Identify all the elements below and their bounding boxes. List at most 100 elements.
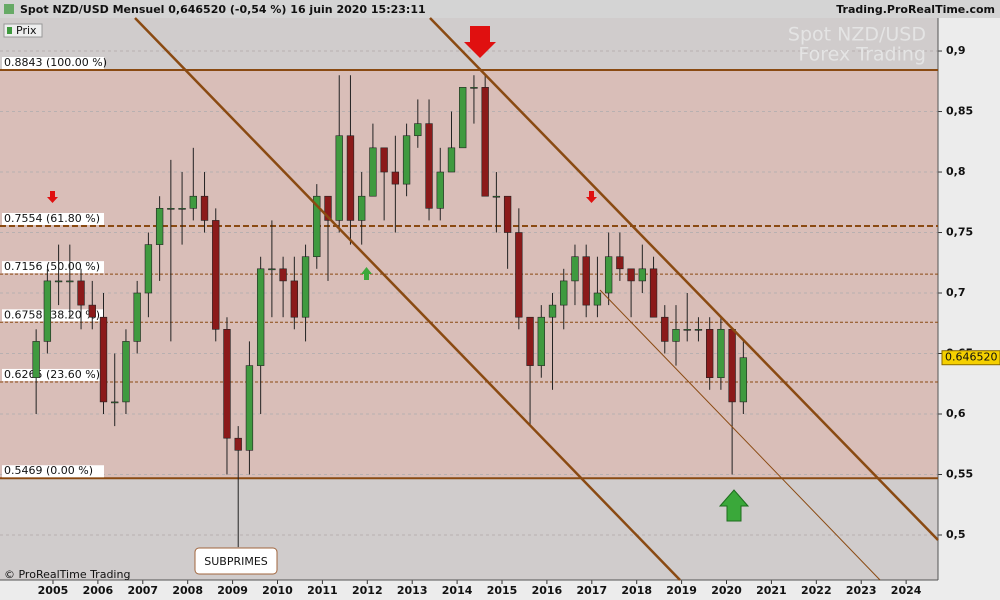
x-tick-label: 2022 xyxy=(801,584,832,597)
level-label-box xyxy=(2,309,104,322)
candle-body xyxy=(301,256,310,318)
candle-body xyxy=(268,268,276,271)
level-label-box xyxy=(2,57,104,70)
candle-body xyxy=(593,292,602,306)
legend-swatch xyxy=(7,27,12,34)
candle-body xyxy=(503,195,512,233)
x-tick-label: 2011 xyxy=(307,584,338,597)
candle-body xyxy=(649,268,658,318)
candle-body xyxy=(200,195,209,221)
level-label: 0.7156 (50.00 %) xyxy=(4,260,100,273)
candle-body xyxy=(66,280,74,283)
watermark: Spot NZD/USD xyxy=(788,24,926,46)
candle-body xyxy=(256,268,265,366)
candle-body xyxy=(391,171,400,185)
last-price-box xyxy=(941,350,1000,366)
x-tick-label: 2010 xyxy=(262,584,293,597)
candle-body xyxy=(526,316,534,366)
candle-body xyxy=(111,401,119,404)
y-tick-label: 0,8 xyxy=(946,165,966,178)
candle-body xyxy=(167,208,175,210)
x-tick-label: 2021 xyxy=(756,584,787,597)
legend-label: Prix xyxy=(16,24,37,37)
candle-body xyxy=(739,357,748,403)
x-tick-label: 2024 xyxy=(891,584,922,597)
candle-body xyxy=(694,329,703,331)
watermark: Forex Trading xyxy=(798,44,926,66)
candle-body xyxy=(212,220,220,330)
candle-body xyxy=(481,87,489,197)
level-label-box xyxy=(2,212,104,225)
candle-body xyxy=(402,135,411,185)
level-label: 0.8843 (100.00 %) xyxy=(4,56,107,69)
x-tick-label: 2013 xyxy=(397,584,428,597)
arrow-down xyxy=(586,191,597,203)
chart-title: Spot NZD/USD Mensuel 0,646520 (-0,54 %) … xyxy=(20,3,426,16)
x-tick-label: 2009 xyxy=(217,584,248,597)
arrow-down xyxy=(464,26,496,58)
candle-body xyxy=(638,268,646,282)
arrow-up xyxy=(361,267,372,280)
y-tick-label: 0,85 xyxy=(946,105,973,118)
y-tick-label: 0,6 xyxy=(946,407,966,420)
candle-body xyxy=(178,208,186,210)
x-tick-label: 2017 xyxy=(576,584,607,597)
x-tick-label: 2007 xyxy=(127,584,158,597)
candle-body xyxy=(537,316,545,366)
candle-body xyxy=(155,208,164,245)
candle-body xyxy=(436,171,444,209)
y-tick-label: 0,9 xyxy=(946,44,966,57)
last-price-label: 0.646520 xyxy=(945,351,998,364)
x-tick-label: 2014 xyxy=(442,584,473,597)
candle-body xyxy=(672,329,680,342)
legend-box xyxy=(3,23,43,38)
trend-line xyxy=(134,17,681,581)
trend-line xyxy=(429,17,939,541)
level-label: 0.5469 (0.00 %) xyxy=(4,464,93,477)
candle-body xyxy=(189,195,197,209)
level-label-box xyxy=(2,261,104,274)
x-tick-label: 2012 xyxy=(352,584,383,597)
level-label: 0.6265 (23.60 %) xyxy=(4,368,100,381)
candle-body xyxy=(99,316,108,403)
annotation-box xyxy=(194,547,278,575)
annotation: SUBPRIMES xyxy=(204,555,268,568)
candle-body xyxy=(661,316,669,342)
y-tick-label: 0,5 xyxy=(946,528,966,541)
candle-body xyxy=(234,437,242,451)
candle-body xyxy=(32,341,40,379)
y-axis-area xyxy=(938,18,1000,580)
y-tick-label: 0,55 xyxy=(946,467,973,480)
candle-body xyxy=(627,268,635,282)
candle-body xyxy=(728,329,736,403)
x-tick-label: 2018 xyxy=(621,584,652,597)
level-label-box xyxy=(2,465,104,478)
x-tick-label: 2016 xyxy=(532,584,563,597)
candle-body xyxy=(369,147,377,197)
candle-body xyxy=(470,87,478,89)
candle-body xyxy=(279,268,287,282)
candle-body xyxy=(346,135,355,221)
candle-body xyxy=(459,87,467,149)
plot-layer: 0,50,550,60,650,70,750,80,850,9200520062… xyxy=(0,18,1000,600)
copyright: © ProRealTime Trading xyxy=(4,568,130,581)
level-label-box xyxy=(2,368,104,381)
x-tick-label: 2020 xyxy=(711,584,742,597)
x-tick-label: 2008 xyxy=(172,584,203,597)
candle-body xyxy=(616,256,624,270)
candle-body xyxy=(88,304,96,318)
level-label: 0.7554 (61.80 %) xyxy=(4,212,100,225)
candle-body xyxy=(706,329,714,379)
app-icon xyxy=(4,4,14,14)
candle-body xyxy=(245,365,254,451)
candle-body xyxy=(683,329,691,331)
level-label: 0.6758 (38.20 %) xyxy=(4,308,100,321)
candle-body xyxy=(447,147,456,173)
arrow-up xyxy=(718,489,750,522)
candle-body xyxy=(560,280,568,306)
x-tick-label: 2005 xyxy=(38,584,69,597)
candle-body xyxy=(425,123,433,209)
x-tick-label: 2019 xyxy=(666,584,697,597)
candle-body xyxy=(324,195,332,221)
